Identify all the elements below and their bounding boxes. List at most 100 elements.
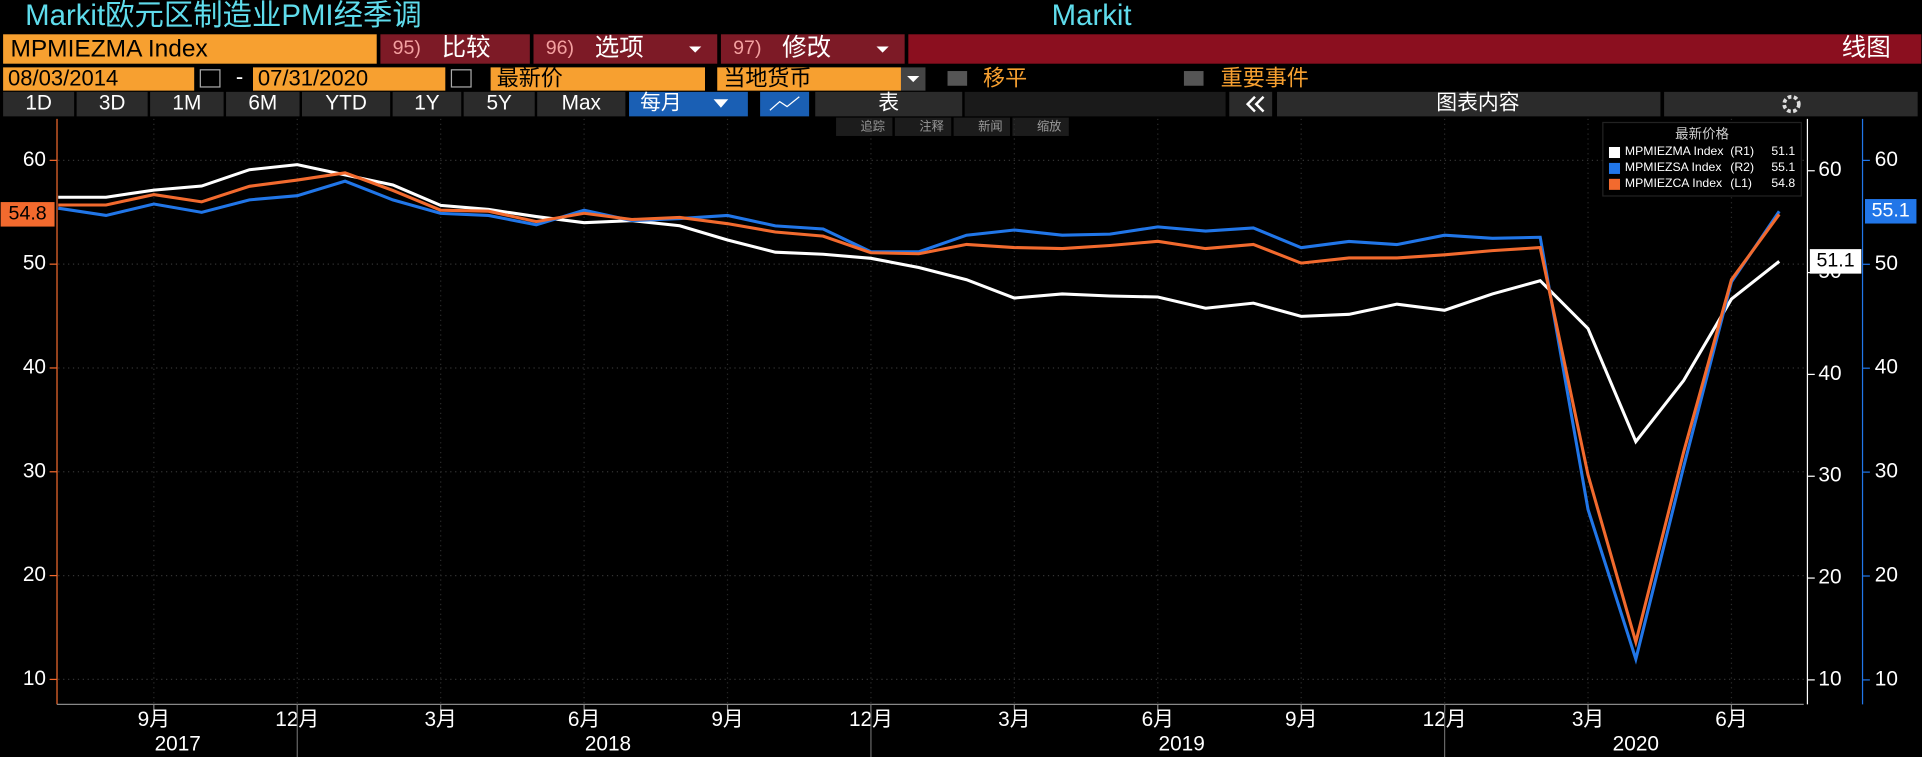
y-tick-label: 50 — [23, 252, 46, 275]
series-line — [58, 171, 1781, 648]
y-tick-label: 10 — [23, 667, 46, 690]
tool-button[interactable] — [836, 117, 893, 136]
legend-title: 最新价格 — [1675, 126, 1729, 141]
y3-tick-label: 20 — [1875, 564, 1898, 587]
tool-button[interactable] — [894, 117, 952, 136]
legend-label: MPMIEZSA Index — [1625, 160, 1722, 174]
view-bar[interactable] — [908, 34, 1922, 64]
dropdown-icon — [907, 75, 920, 83]
period-button[interactable] — [76, 91, 148, 117]
button-label: 选项 — [595, 33, 644, 61]
start-date: 08/03/2014 — [8, 65, 118, 90]
field: 最新价 — [497, 65, 563, 90]
x-tick-label: 9月 — [711, 708, 743, 731]
y3-tick-label: 50 — [1875, 252, 1898, 275]
legend-value: 55.1 — [1771, 160, 1795, 174]
y-tick-label: 30 — [23, 459, 46, 482]
tool-label: 注释 — [919, 119, 943, 134]
button[interactable] — [533, 34, 718, 64]
year-label: 2017 — [155, 732, 201, 755]
last-value-label: 51.1 — [1817, 250, 1855, 272]
checkbox[interactable] — [1183, 71, 1204, 86]
y3-tick-label: 10 — [1875, 667, 1898, 690]
x-tick-label: 6月 — [1142, 708, 1174, 731]
period-label: YTD — [325, 92, 367, 115]
y3-tick-label: 40 — [1875, 356, 1898, 379]
y2-tick-label: 40 — [1818, 362, 1841, 385]
table-label: 表 — [878, 92, 899, 115]
year-label: 2018 — [585, 732, 631, 755]
tool-row: 追踪 注释 新闻 缩放 — [836, 117, 1069, 136]
period-label: 1M — [172, 92, 201, 115]
x-tick-label: 3月 — [998, 708, 1030, 731]
calendar-icon[interactable] — [199, 69, 221, 88]
title: Markit欧元区制造业PMI经季调 — [25, 0, 422, 32]
tool-label: 缩放 — [1037, 119, 1061, 134]
option: 移平 — [983, 65, 1027, 90]
tool-button[interactable] — [1012, 117, 1069, 136]
tool-button[interactable] — [953, 117, 1010, 136]
period-label: 5Y — [486, 92, 512, 115]
period-label: Max — [562, 92, 602, 115]
table-button[interactable] — [815, 91, 963, 117]
y2-tick-label: 20 — [1818, 566, 1841, 589]
legend-swatch — [1608, 178, 1621, 190]
collapse-button[interactable] — [1229, 91, 1273, 117]
period-button[interactable] — [226, 91, 300, 117]
last-value-tag — [1809, 249, 1862, 274]
date-box[interactable] — [3, 67, 195, 91]
tool-label: 新闻 — [978, 119, 1002, 134]
period-label: 1D — [25, 92, 52, 115]
chart-content-button[interactable] — [1277, 91, 1661, 117]
y-tick-label: 40 — [23, 355, 46, 378]
view-label: 线图 — [1842, 33, 1891, 61]
calendar-icon[interactable] — [450, 69, 472, 88]
x-tick-label: 3月 — [424, 708, 456, 731]
blank-field — [964, 91, 1226, 117]
end-date: 07/31/2020 — [258, 65, 368, 90]
checkbox[interactable] — [947, 71, 968, 86]
legend-box — [1602, 121, 1802, 197]
gear-icon — [1782, 94, 1801, 114]
period-button[interactable] — [392, 91, 462, 117]
chart-content: 图表内容 — [1436, 92, 1519, 115]
y-tick-label: 60 — [23, 148, 46, 171]
period-bar: 1D 3D 1M 6M YTD 1Y 5Y Max — [3, 91, 626, 117]
currency-box[interactable] — [717, 67, 901, 91]
tool-label: 追踪 — [861, 119, 885, 134]
legend-value: 54.8 — [1771, 176, 1795, 190]
button-num: 96) — [546, 37, 574, 59]
period-button[interactable] — [3, 91, 75, 117]
frequency-button[interactable] — [629, 91, 748, 117]
period-label: 6M — [248, 92, 277, 115]
legend-label: MPMIEZCA Index — [1625, 176, 1722, 190]
period-button[interactable] — [301, 91, 391, 117]
date-sep: - — [236, 64, 243, 89]
button-num: 95) — [393, 37, 421, 59]
period-button[interactable] — [150, 91, 224, 117]
legend-swatch — [1608, 146, 1621, 159]
ticker: MPMIEZMA Index — [10, 36, 207, 63]
x-tick-label: 6月 — [568, 708, 600, 731]
series-line — [58, 163, 1781, 445]
y3-tick-label: 60 — [1875, 148, 1898, 171]
ticker-box[interactable] — [3, 34, 377, 64]
chart-type-button[interactable] — [760, 91, 810, 117]
x-tick-label: 9月 — [138, 708, 170, 731]
legend-axis: (L1) — [1730, 176, 1752, 190]
period-button[interactable] — [463, 91, 535, 117]
y-tick-label: 20 — [23, 563, 46, 586]
button[interactable] — [720, 34, 905, 64]
field-box[interactable] — [490, 67, 705, 91]
source: Markit — [1052, 0, 1132, 32]
chart-icon — [769, 96, 800, 111]
year-label: 2020 — [1613, 732, 1659, 755]
button[interactable] — [380, 34, 530, 64]
button-num: 97) — [733, 37, 761, 59]
legend-swatch — [1608, 162, 1621, 174]
period-label: 1Y — [414, 92, 440, 115]
period-button[interactable] — [537, 91, 626, 117]
date-box[interactable] — [252, 67, 446, 91]
currency: 当地货币 — [723, 65, 811, 90]
